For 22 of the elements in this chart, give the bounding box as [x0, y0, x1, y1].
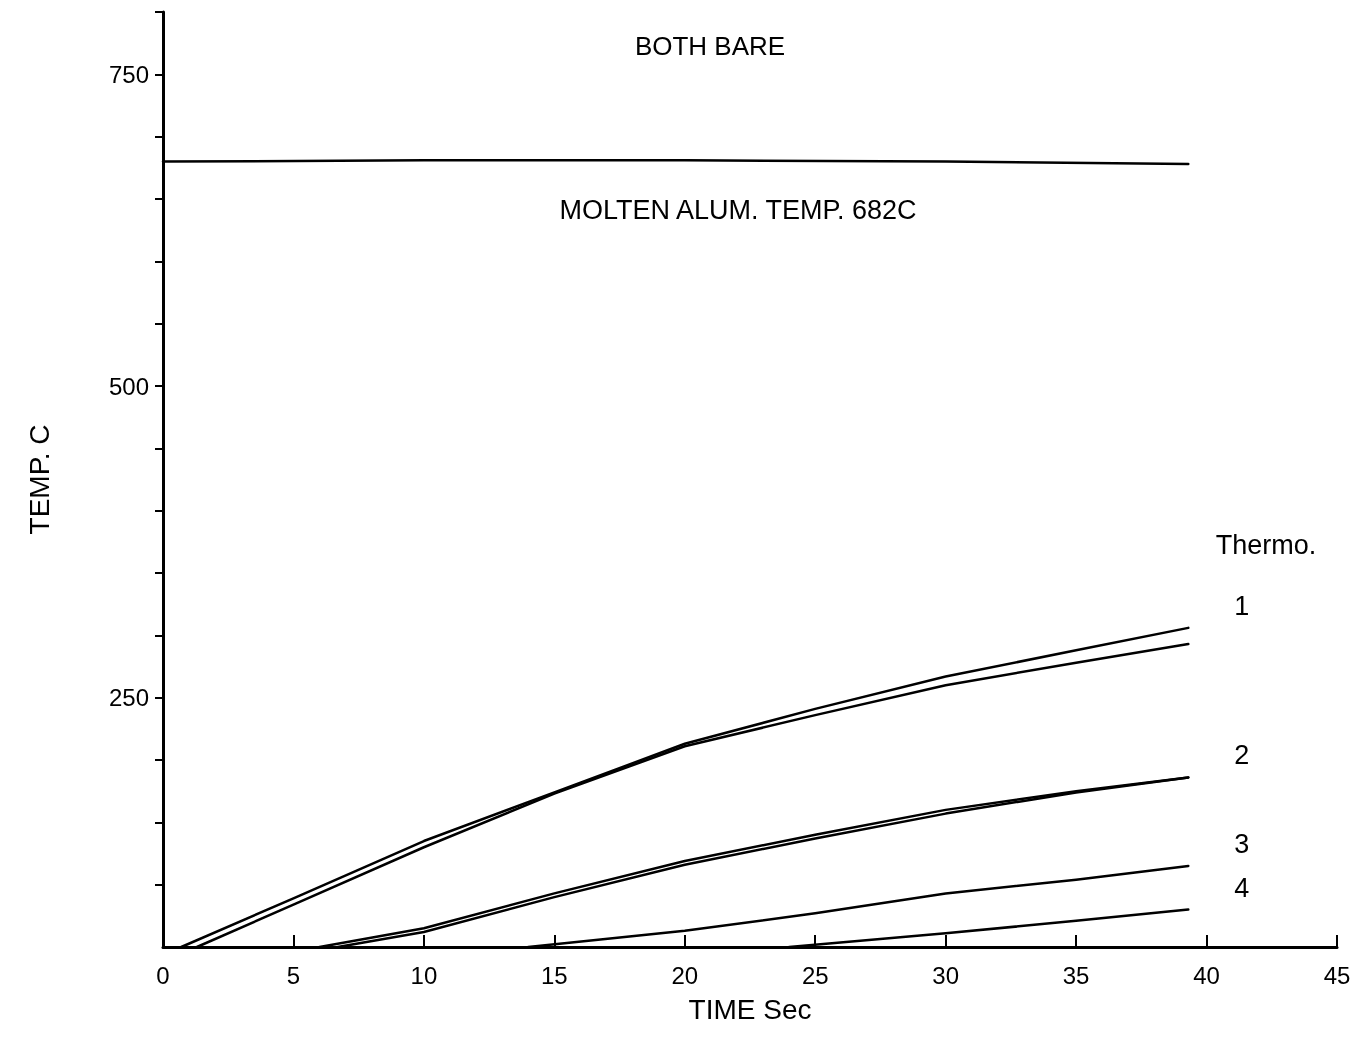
- series-label: 2: [1234, 740, 1250, 771]
- x-tick-label: 35: [1062, 961, 1090, 989]
- series-label: 1: [1234, 590, 1250, 621]
- x-tick-label: 10: [410, 961, 438, 989]
- y-tick-label: 250: [108, 684, 149, 712]
- x-tick-label: 45: [1323, 961, 1351, 989]
- series-label: 3: [1234, 828, 1250, 859]
- x-tick-label: 0: [156, 961, 170, 989]
- legend-title: Thermo.: [1215, 530, 1317, 560]
- y-axis-title: TEMP. C: [23, 424, 55, 535]
- series-label: 4: [1234, 872, 1250, 903]
- x-tick-label: 40: [1193, 961, 1220, 989]
- x-tick-label: 30: [932, 961, 960, 989]
- x-tick-label: 20: [671, 961, 699, 989]
- x-axis-title: TIME Sec: [688, 993, 812, 1025]
- y-tick-label: 500: [108, 372, 149, 400]
- annotation: MOLTEN ALUM. TEMP. 682C: [559, 195, 917, 225]
- text: BOTH BARE: [634, 31, 786, 61]
- x-tick-label: 5: [286, 961, 301, 989]
- y-tick-label: 750: [108, 60, 149, 88]
- x-tick-label: 25: [801, 961, 829, 989]
- x-tick-label: 15: [540, 961, 568, 989]
